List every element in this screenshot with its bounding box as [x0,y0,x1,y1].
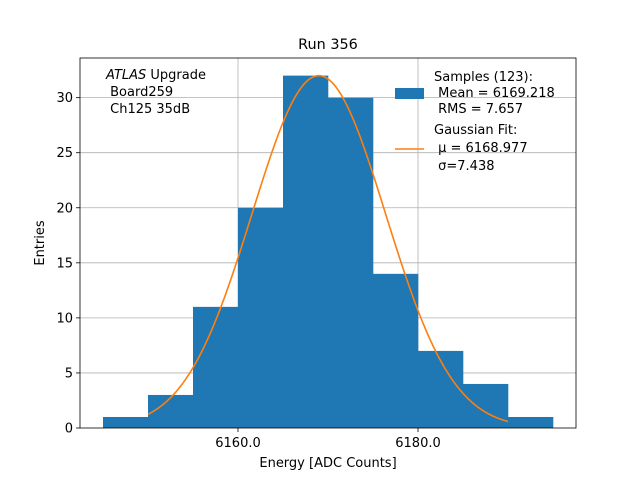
histogram-bar [193,306,239,428]
histogram-bar [238,207,284,428]
legend-samples-line-2: Mean = 6169.218 [434,86,555,101]
fit-layer [147,74,509,423]
legend-samples-line-3: RMS = 7.657 [434,102,523,117]
legend-samples-patch [395,88,424,99]
histogram-bar [373,273,419,428]
y-tick-label: 30 [56,91,73,106]
histogram-bar [508,416,554,428]
histogram-bar [103,416,149,428]
histogram-bar [328,97,374,429]
y-axis-label: Entries [33,220,48,266]
y-tick-label: 15 [56,256,73,271]
y-tick-label: 20 [56,201,73,216]
annotation-box: ATLAS Upgrade Board259 Ch125 35dB [105,68,206,117]
legend-fit-line-2: μ = 6168.977 [434,141,528,156]
histogram-bar [418,350,464,428]
legend: Samples (123): Mean = 6169.218 RMS = 7.6… [395,70,555,174]
annotation-upgrade: Upgrade [146,68,206,83]
tick-layer: 0 5 10 15 20 25 30 6160.0 6180.0 [56,91,440,451]
annotation-line-3: Ch125 35dB [106,102,190,117]
annotation-line-2: Board259 [106,85,173,100]
axes-frame [79,57,577,429]
x-tick-label: 6160.0 [215,436,261,451]
y-tick-label: 25 [56,146,73,161]
gaussian-fit-curve [147,74,509,423]
y-tick-label: 5 [65,366,73,381]
chart-title: Run 356 [298,37,358,53]
y-tick-label: 0 [65,422,73,437]
legend-samples-line-1: Samples (123): [434,70,533,85]
histogram-bar [283,75,329,428]
x-tick-label: 6180.0 [395,436,441,451]
annotation-line-1: ATLAS Upgrade [105,68,206,83]
histogram-bar [148,394,194,428]
annotation-atlas: ATLAS [105,68,146,83]
legend-fit-line-3: σ=7.438 [434,159,494,174]
bar-layer [103,75,554,429]
y-tick-label: 10 [56,311,73,326]
histogram-bar [463,383,509,428]
x-axis-label: Energy [ADC Counts] [259,456,396,471]
legend-fit-line-1: Gaussian Fit: [434,123,517,138]
